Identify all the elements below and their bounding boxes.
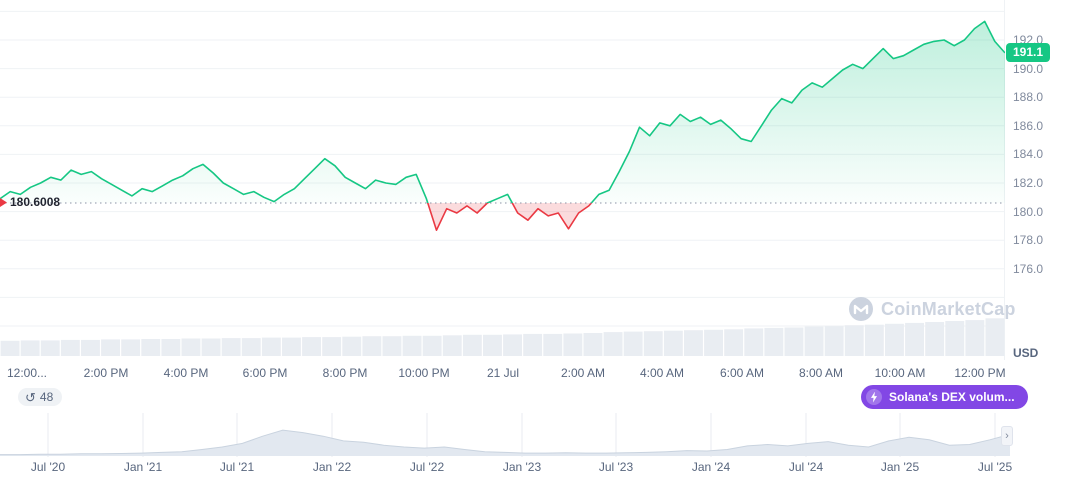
date-axis-label: Jul '22: [409, 460, 445, 474]
price-chart-svg[interactable]: [0, 0, 1005, 360]
alert-badge[interactable]: Solana's DEX volum...: [861, 385, 1028, 409]
y-axis-unit-label: USD: [1013, 346, 1039, 360]
alert-badge-label: Solana's DEX volum...: [889, 390, 1015, 404]
y-axis-label: 186.0: [1013, 119, 1044, 133]
time-axis-label: 10:00 AM: [874, 366, 926, 380]
watermark: CoinMarketCap: [848, 296, 1016, 322]
time-axis-label: 10:00 PM: [398, 366, 450, 380]
coinmarketcap-logo-icon: [849, 297, 873, 321]
time-axis-label: 8:00 PM: [322, 366, 368, 380]
date-axis-label: Jan '23: [502, 460, 542, 474]
y-axis-label: 182.0: [1013, 176, 1044, 190]
y-axis-label: 176.0: [1013, 262, 1044, 276]
navigator-scroll-right-button[interactable]: ›: [1001, 426, 1013, 446]
time-axis-label: 4:00 PM: [163, 366, 209, 380]
time-axis-label: 2:00 AM: [560, 366, 606, 380]
history-count: 48: [39, 390, 54, 404]
time-axis-label: 21 Jul: [486, 366, 520, 380]
time-axis-label: 12:00...: [6, 366, 48, 380]
y-axis-label: 184.0: [1013, 147, 1044, 161]
watermark-text: CoinMarketCap: [881, 298, 1016, 319]
time-axis-label: 4:00 AM: [639, 366, 685, 380]
time-axis-label: 2:00 PM: [83, 366, 129, 380]
date-axis-label: Jan '21: [123, 460, 163, 474]
history-count-badge[interactable]: ↺ 48: [18, 388, 63, 406]
baseline-price-label: 180.6008: [10, 195, 61, 209]
date-axis-label: Jul '23: [598, 460, 634, 474]
timeline-navigator[interactable]: [0, 413, 1010, 457]
date-axis-label: Jan '25: [880, 460, 920, 474]
y-axis-label: 188.0: [1013, 90, 1044, 104]
current-price-badge: 191.1: [1006, 43, 1051, 63]
date-axis-label: Jul '25: [977, 460, 1013, 474]
time-axis-label: 12:00 PM: [954, 366, 1006, 380]
lightning-icon: [866, 389, 882, 405]
date-axis-label: Jul '24: [788, 460, 824, 474]
date-axis-label: Jul '21: [219, 460, 255, 474]
time-axis-label: 6:00 PM: [242, 366, 288, 380]
date-axis-label: Jan '22: [312, 460, 352, 474]
date-axis-label: Jan '24: [691, 460, 731, 474]
baseline-marker-icon: [0, 198, 7, 207]
main-chart-area: 192.0 190.0 188.0 186.0 184.0 182.0 180.0 178.0…: [0, 0, 1051, 360]
y-axis-label: 190.0: [1013, 62, 1044, 76]
time-axis-label: 6:00 AM: [719, 366, 765, 380]
y-axis-label: 180.0: [1013, 205, 1044, 219]
date-axis-label: Jul '20: [30, 460, 66, 474]
history-icon: ↺: [25, 389, 36, 405]
time-axis-label: 8:00 AM: [798, 366, 844, 380]
y-axis-label: 178.0: [1013, 233, 1044, 247]
